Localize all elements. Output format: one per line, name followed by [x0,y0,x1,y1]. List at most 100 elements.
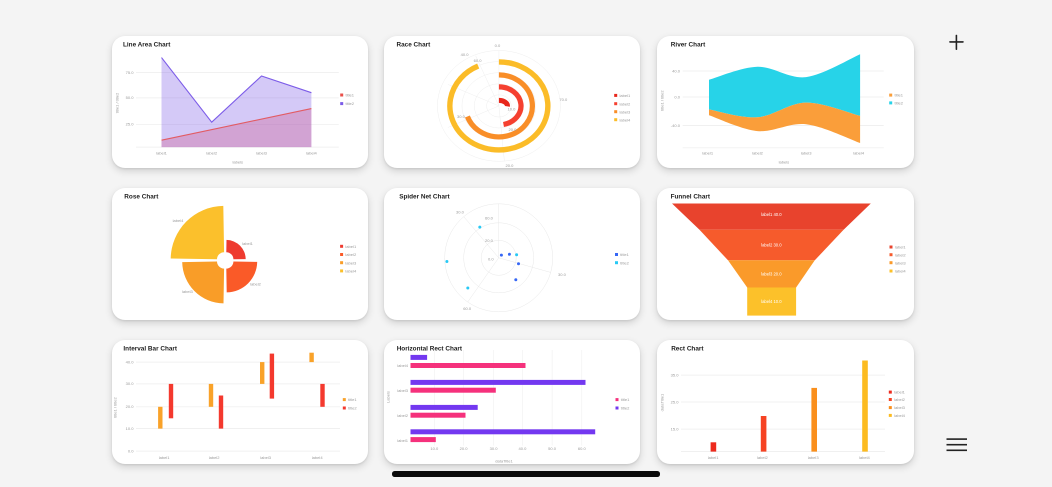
svg-text:10.0: 10.0 [126,425,135,430]
svg-text:label2: label2 [757,455,769,460]
svg-text:title1: title1 [620,252,629,257]
svg-text:label2: label2 [894,397,906,402]
svg-text:20.0: 20.0 [505,163,514,168]
svg-text:15.0: 15.0 [671,426,680,431]
svg-text:Horizontal Rect Chart: Horizontal Rect Chart [396,345,462,352]
svg-text:20.0: 20.0 [459,446,468,451]
svg-text:label3: label3 [345,260,357,265]
svg-text:title1 / title2: title1 / title2 [659,89,664,110]
svg-text:label3 20.0: label3 20.0 [761,271,782,276]
svg-text:title2: title2 [348,405,357,410]
svg-text:30.0: 30.0 [489,446,498,451]
svg-text:dataTitle1: dataTitle1 [659,393,664,411]
svg-text:label4: label4 [312,454,324,459]
svg-text:title1: title1 [348,397,357,402]
svg-text:label2: label2 [895,252,907,257]
svg-text:20.0: 20.0 [485,237,494,242]
svg-text:title2: title2 [895,100,904,105]
svg-text:30.0: 30.0 [126,381,135,386]
svg-text:30.0: 30.0 [456,209,465,214]
svg-text:0.0: 0.0 [674,94,680,99]
svg-text:Labels: Labels [385,391,390,403]
svg-text:title2: title2 [620,405,629,410]
svg-text:label4: label4 [895,268,907,273]
svg-text:0.0: 0.0 [128,448,134,453]
svg-text:label3: label3 [895,260,907,265]
svg-text:40.0: 40.0 [126,359,135,364]
svg-text:labels: labels [233,159,244,164]
svg-text:title2: title2 [346,101,355,106]
svg-text:Rect Chart: Rect Chart [671,345,704,352]
svg-text:60.0: 60.0 [485,215,494,220]
svg-text:title1 / title2: title1 / title2 [113,396,118,417]
svg-text:Interval Bar Chart: Interval Bar Chart [123,345,177,352]
svg-text:label2: label2 [619,101,631,106]
svg-text:title1: title1 [895,92,904,97]
svg-text:Spider Net Chart: Spider Net Chart [399,193,450,200]
svg-text:label2: label2 [345,252,357,257]
svg-text:label1: label1 [895,244,907,249]
svg-text:-40.0: -40.0 [671,122,681,127]
svg-text:Line Area Chart: Line Area Chart [123,41,171,48]
svg-text:label4 10.0: label4 10.0 [761,299,782,304]
svg-text:label3: label3 [260,454,272,459]
svg-text:60.0: 60.0 [473,57,482,62]
svg-text:70.0: 70.0 [559,96,568,101]
svg-text:label4: label4 [619,117,631,122]
svg-text:30.0: 30.0 [558,271,567,276]
svg-text:label4: label4 [859,455,871,460]
svg-text:label4: label4 [345,268,357,273]
svg-text:label1: label1 [242,241,254,246]
svg-text:label1 40.0: label1 40.0 [761,212,782,217]
svg-text:Funnel Chart: Funnel Chart [671,193,711,200]
svg-text:title1: title1 [346,92,355,97]
svg-text:60.0: 60.0 [577,446,586,451]
svg-text:10.0: 10.0 [430,446,439,451]
svg-text:label1: label1 [702,150,714,155]
svg-text:20.0: 20.0 [126,404,135,409]
svg-text:label1: label1 [156,150,168,155]
svg-text:label2: label2 [397,412,409,417]
svg-text:label1: label1 [708,455,720,460]
svg-text:labels: labels [779,159,790,164]
svg-text:25.0: 25.0 [671,399,680,404]
svg-text:40.0: 40.0 [518,446,527,451]
svg-text:label2 30.0: label2 30.0 [761,242,782,247]
svg-text:label3: label3 [808,455,820,460]
svg-text:label1: label1 [159,454,171,459]
svg-text:label3: label3 [894,405,906,410]
svg-text:label1: label1 [894,389,906,394]
svg-text:label2: label2 [752,150,764,155]
svg-text:label4: label4 [397,362,409,367]
svg-text:Rose Chart: Rose Chart [124,193,159,200]
svg-text:label1: label1 [619,93,631,98]
svg-text:dataTitle1: dataTitle1 [495,458,513,463]
svg-text:label3: label3 [182,289,194,294]
svg-text:40.0: 40.0 [460,52,469,57]
svg-text:title2: title2 [620,260,629,265]
svg-text:title1: title1 [620,397,629,402]
svg-text:0.0: 0.0 [494,42,500,47]
svg-text:30.0: 30.0 [457,114,466,119]
svg-text:label3: label3 [619,109,631,114]
svg-text:25.0: 25.0 [126,121,135,126]
svg-text:label2: label2 [206,150,218,155]
svg-text:40.0: 40.0 [672,68,681,73]
svg-text:60.0: 60.0 [463,306,472,311]
svg-text:label2: label2 [209,454,221,459]
svg-text:Race Chart: Race Chart [396,41,431,48]
svg-text:label2: label2 [250,281,262,286]
svg-text:label1: label1 [345,243,357,248]
svg-text:River Chart: River Chart [671,41,706,48]
svg-text:label3: label3 [397,387,409,392]
svg-text:50.0: 50.0 [126,95,135,100]
svg-text:label4: label4 [853,150,865,155]
svg-text:10.0: 10.0 [507,106,516,111]
svg-text:label4: label4 [894,413,906,418]
svg-text:label3: label3 [801,150,813,155]
svg-text:label3: label3 [256,150,268,155]
svg-text:title1 / title2: title1 / title2 [115,92,120,113]
svg-text:label4: label4 [173,218,185,223]
svg-text:35.0: 35.0 [671,372,680,377]
svg-text:20.0: 20.0 [508,126,517,131]
